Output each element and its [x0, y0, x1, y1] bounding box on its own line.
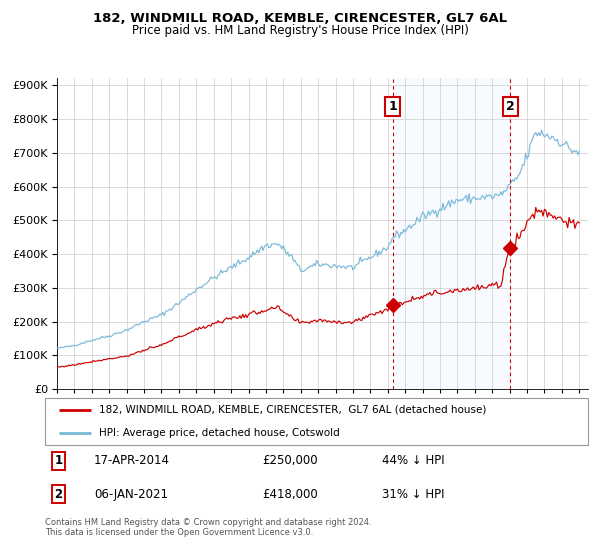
Bar	[393, 78, 510, 389]
Text: Price paid vs. HM Land Registry's House Price Index (HPI): Price paid vs. HM Land Registry's House …	[131, 24, 469, 36]
Text: 44% ↓ HPI: 44% ↓ HPI	[382, 454, 444, 468]
Text: 06-JAN-2021: 06-JAN-2021	[94, 488, 168, 501]
Text: £250,000: £250,000	[262, 454, 318, 468]
Text: 2: 2	[506, 100, 514, 113]
Text: 182, WINDMILL ROAD, KEMBLE, CIRENCESTER,  GL7 6AL (detached house): 182, WINDMILL ROAD, KEMBLE, CIRENCESTER,…	[100, 405, 487, 415]
Text: 1: 1	[55, 454, 62, 468]
Text: Contains HM Land Registry data © Crown copyright and database right 2024.
This d: Contains HM Land Registry data © Crown c…	[45, 518, 371, 538]
Text: 31% ↓ HPI: 31% ↓ HPI	[382, 488, 444, 501]
Text: 17-APR-2014: 17-APR-2014	[94, 454, 170, 468]
Text: 1: 1	[388, 100, 397, 113]
Text: 182, WINDMILL ROAD, KEMBLE, CIRENCESTER, GL7 6AL: 182, WINDMILL ROAD, KEMBLE, CIRENCESTER,…	[93, 12, 507, 25]
Text: £418,000: £418,000	[262, 488, 318, 501]
Text: 2: 2	[55, 488, 62, 501]
Text: HPI: Average price, detached house, Cotswold: HPI: Average price, detached house, Cots…	[100, 428, 340, 438]
